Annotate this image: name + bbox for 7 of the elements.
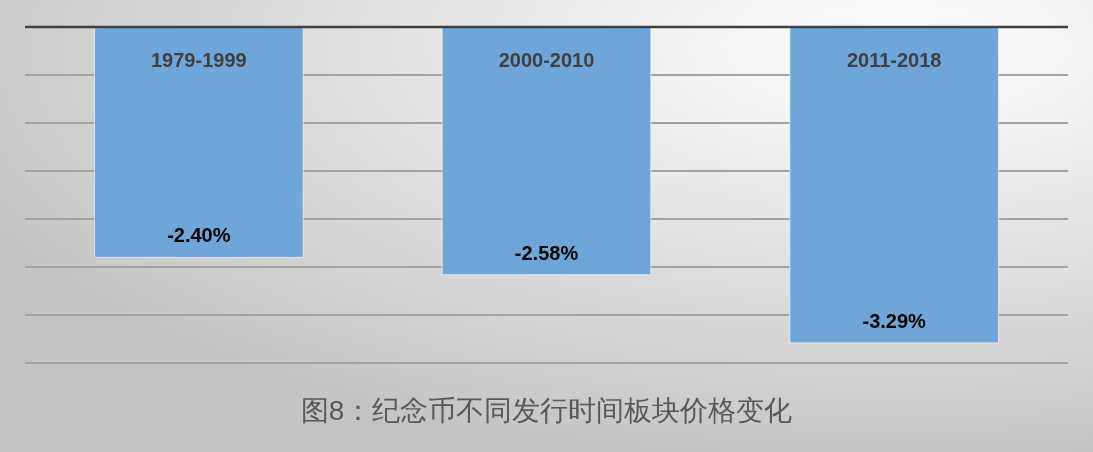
data-label: -2.58% xyxy=(514,241,579,264)
text: 图8：纪念币不同发行时间板块价格变化 xyxy=(300,394,793,426)
data-label: -2.40% xyxy=(167,224,231,247)
data-label: -3.29% xyxy=(862,309,927,332)
x-tick-label: 2011-2018 xyxy=(846,49,942,71)
x-tick-label: 1979-1999 xyxy=(151,49,247,71)
x-tick-label: 2000-2010 xyxy=(498,49,595,71)
